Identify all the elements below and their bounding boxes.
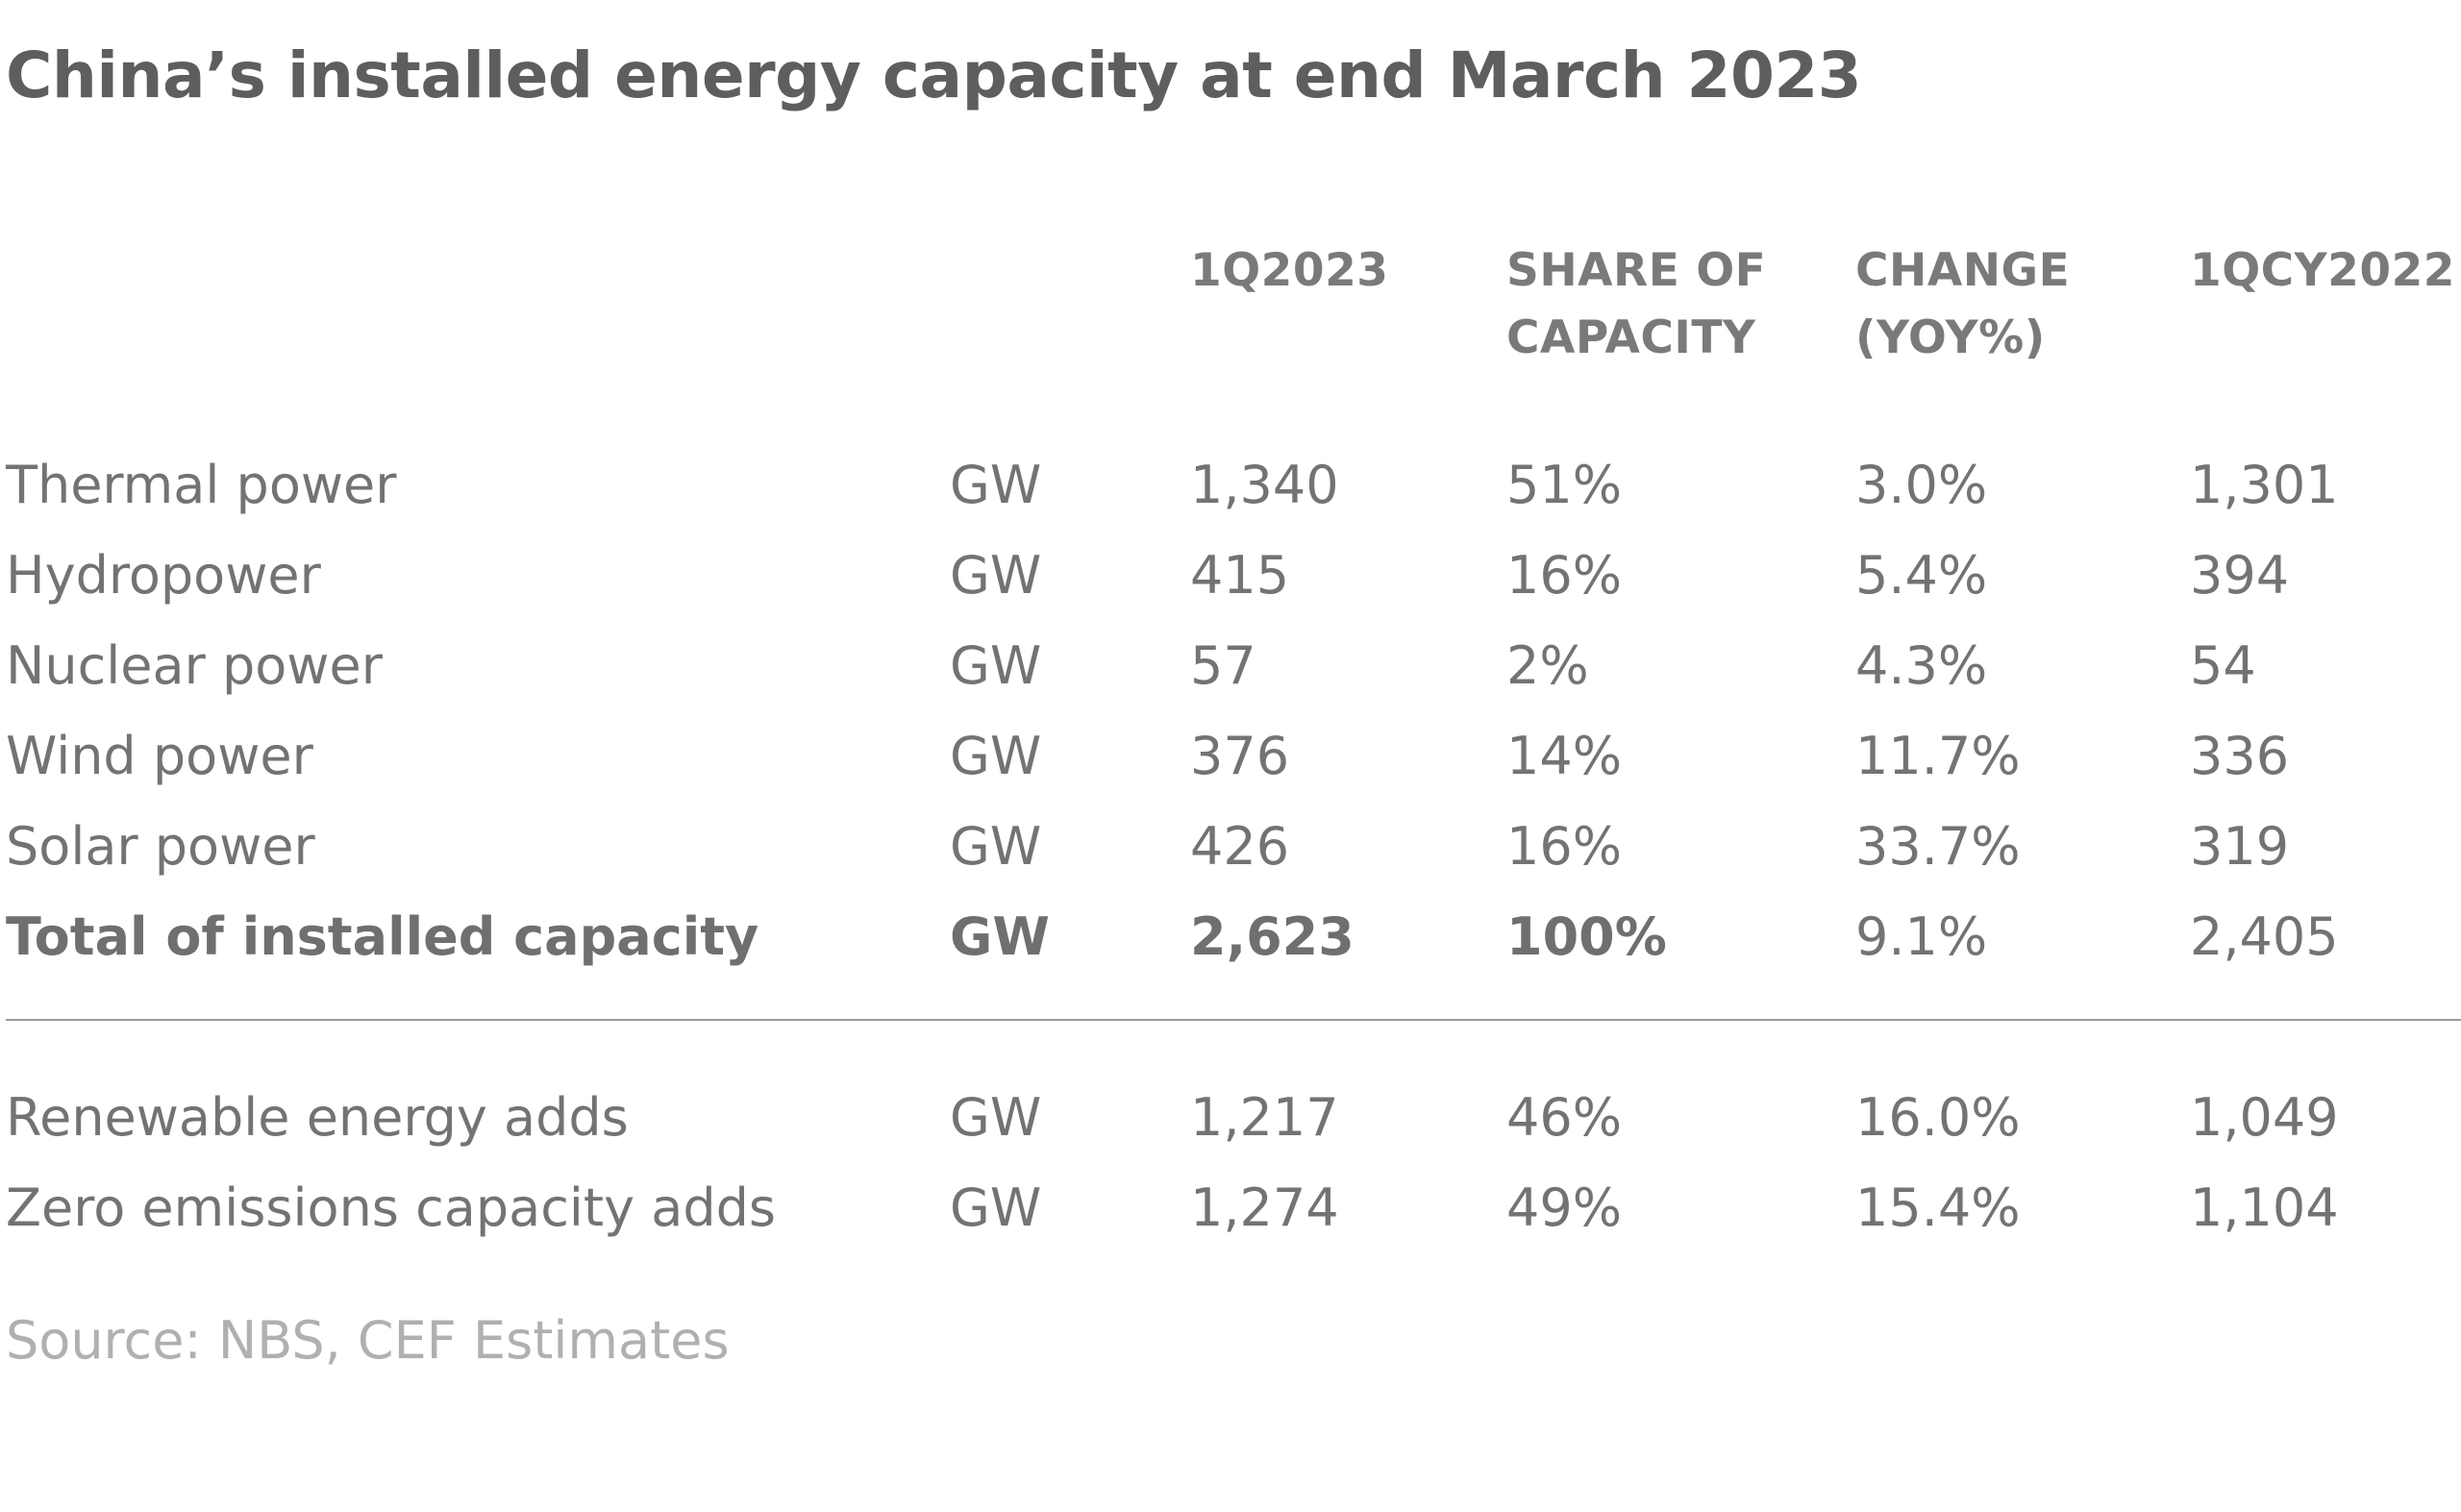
unit-cell: GW xyxy=(950,726,1042,786)
row-label: Wind power xyxy=(6,726,313,786)
unit-cell: GW xyxy=(950,455,1042,515)
chart-title: China’s installed energy capacity at end… xyxy=(6,38,1862,112)
value-1qcy2022: 394 xyxy=(2190,545,2290,606)
unit-cell: GW xyxy=(950,1177,1042,1238)
value-1q2023: 1,340 xyxy=(1190,455,1339,515)
value-share: 100% xyxy=(1506,906,1667,967)
table-row-total: Total of installed capacity GW 2,623 100% 9.… xyxy=(0,899,2461,976)
value-1q2023: 57 xyxy=(1190,635,1256,696)
value-share: 2% xyxy=(1506,635,1589,696)
row-label: Total of installed capacity xyxy=(6,906,759,967)
value-1q2023: 426 xyxy=(1190,816,1290,877)
value-change-yoy: 16.0% xyxy=(1855,1087,2021,1148)
value-1q2023: 415 xyxy=(1190,545,1290,606)
source-note: Source: NBS, CEF Estimates xyxy=(6,1310,730,1371)
table-row: Renewable energy adds GW 1,217 46% 16.0% 1,04… xyxy=(0,1079,2461,1156)
row-label: Renewable energy adds xyxy=(6,1087,629,1148)
row-label: Hydropower xyxy=(6,545,321,606)
value-share: 46% xyxy=(1506,1087,1623,1148)
table-row: Nuclear power GW 57 2% 4.3% 54 xyxy=(0,628,2461,705)
value-share: 16% xyxy=(1506,545,1623,606)
value-change-yoy: 15.4% xyxy=(1855,1177,2021,1238)
value-1q2023: 1,217 xyxy=(1190,1087,1339,1148)
value-share: 51% xyxy=(1506,455,1623,515)
table-row: Wind power GW 376 14% 11.7% 336 xyxy=(0,718,2461,795)
value-1q2023: 1,274 xyxy=(1190,1177,1339,1238)
value-share: 49% xyxy=(1506,1177,1623,1238)
table-row: Solar power GW 426 16% 33.7% 319 xyxy=(0,808,2461,885)
value-share: 16% xyxy=(1506,816,1623,877)
unit-cell: GW xyxy=(950,816,1042,877)
value-change-yoy: 5.4% xyxy=(1855,545,1988,606)
column-header-1q2023: 1Q2023 xyxy=(1190,244,1389,297)
value-1qcy2022: 1,104 xyxy=(2190,1177,2339,1238)
value-change-yoy: 4.3% xyxy=(1855,635,1988,696)
unit-cell: GW xyxy=(950,1087,1042,1148)
column-header-1qcy2022: 1QCY2022 xyxy=(2190,244,2455,297)
table-row: Thermal power GW 1,340 51% 3.0% 1,301 xyxy=(0,447,2461,524)
row-label: Thermal power xyxy=(6,455,397,515)
table-row: Hydropower GW 415 16% 5.4% 394 xyxy=(0,537,2461,614)
value-1qcy2022: 336 xyxy=(2190,726,2290,786)
value-share: 14% xyxy=(1506,726,1623,786)
value-1qcy2022: 54 xyxy=(2190,635,2256,696)
column-header-change-yoy: CHANGE (YOY%) xyxy=(1855,244,2071,364)
value-change-yoy: 11.7% xyxy=(1855,726,2021,786)
value-change-yoy: 3.0% xyxy=(1855,455,1988,515)
value-1qcy2022: 1,301 xyxy=(2190,455,2339,515)
row-label: Nuclear power xyxy=(6,635,383,696)
unit-cell: GW xyxy=(950,635,1042,696)
table-row: Zero emissions capacity adds GW 1,274 49% 15… xyxy=(0,1170,2461,1247)
unit-cell: GW xyxy=(950,545,1042,606)
value-1qcy2022: 2,405 xyxy=(2190,906,2339,967)
unit-cell: GW xyxy=(950,906,1050,967)
value-change-yoy: 33.7% xyxy=(1855,816,2021,877)
column-header-share-of-capacity: SHARE OF CAPACITY xyxy=(1506,244,1767,364)
row-label: Solar power xyxy=(6,816,315,877)
value-1qcy2022: 319 xyxy=(2190,816,2290,877)
value-1q2023: 376 xyxy=(1190,726,1290,786)
table-divider xyxy=(6,1019,2461,1021)
value-1q2023: 2,623 xyxy=(1190,906,1355,967)
value-change-yoy: 9.1% xyxy=(1855,906,1988,967)
row-label: Zero emissions capacity adds xyxy=(6,1177,777,1238)
value-1qcy2022: 1,049 xyxy=(2190,1087,2339,1148)
